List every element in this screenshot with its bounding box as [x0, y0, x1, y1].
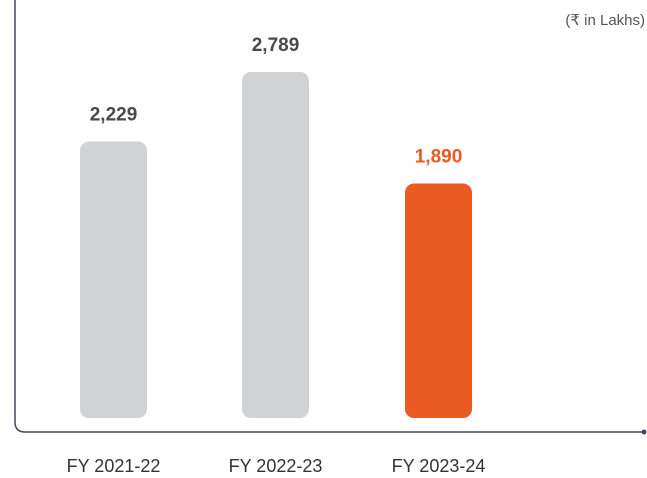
- x-tick-label: FY 2022-23: [229, 456, 323, 476]
- value-label: 1,890: [415, 147, 463, 168]
- axis-frame: [14, 0, 644, 433]
- bar: [242, 72, 309, 418]
- axis-end-dot: [641, 429, 647, 435]
- bar: [405, 183, 472, 418]
- value-label: 2,789: [252, 35, 300, 56]
- unit-note: (₹ in Lakhs): [565, 12, 645, 29]
- bar: [80, 141, 147, 418]
- value-label: 2,229: [90, 104, 138, 125]
- x-tick-label: FY 2023-24: [392, 456, 486, 476]
- x-tick-label: FY 2021-22: [67, 456, 161, 476]
